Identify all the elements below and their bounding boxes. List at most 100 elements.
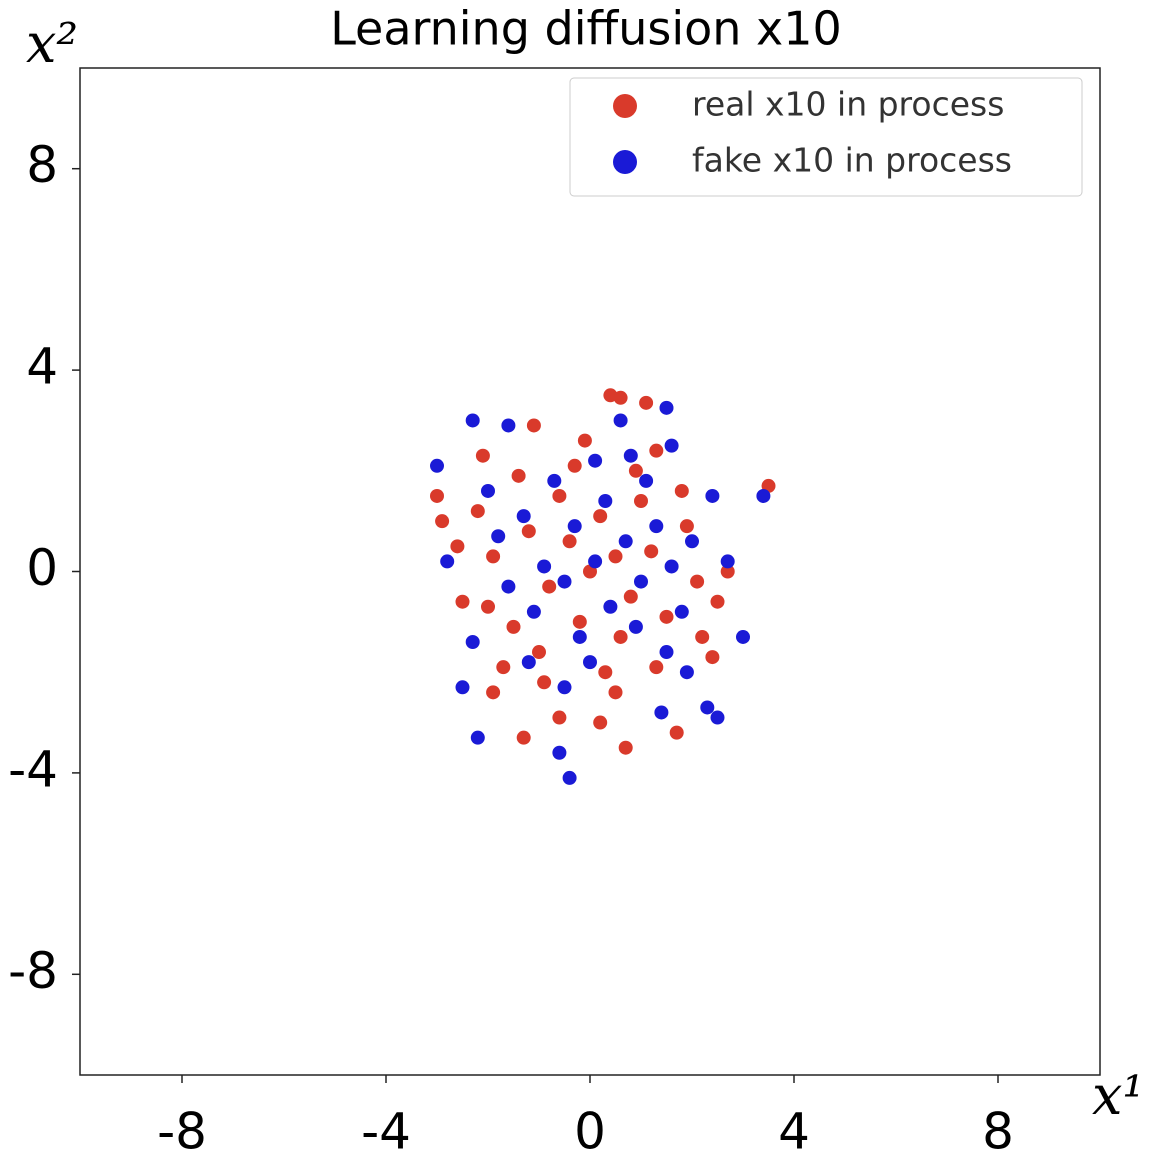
scatter-point [598,665,613,680]
scatter-point [618,740,633,755]
scatter-point [679,665,694,680]
scatter-point [470,504,485,519]
scatter-point [695,629,710,644]
scatter-point [598,494,613,509]
scatter-point [537,559,552,574]
scatter-point [659,609,674,624]
scatter-point [669,725,684,740]
scatter-point [557,574,572,589]
scatter-point [537,675,552,690]
x-tick-label: -4 [361,1103,411,1159]
scatter-point [465,634,480,649]
y-tick-label: -8 [8,942,58,1000]
legend: real x10 in process fake x10 in process [569,77,1083,197]
y-tick-label: -4 [8,740,58,798]
scatter-point [481,483,495,498]
scatter-point [664,559,679,574]
scatter-point [475,448,490,463]
scatter-point [634,494,648,509]
scatter-point [481,599,495,614]
x-tick-label: 0 [574,1103,606,1159]
scatter-point [516,730,531,745]
scatter-point [608,685,623,700]
scatter-point [613,390,628,405]
scatter-point [501,579,516,594]
scatter-point [736,629,750,644]
scatter-point [521,655,536,670]
scatter-point [435,514,450,529]
scatter-point [588,453,603,468]
scatter-point [526,418,541,433]
scatter-point [710,710,725,725]
scatter-point [623,448,638,463]
scatter-point [552,488,567,503]
y-tick-label: 8 [26,136,58,194]
legend-marker [613,150,637,174]
scatter-point [583,655,597,670]
x-tick-label: 4 [778,1103,810,1159]
scatter-point [608,549,623,564]
scatter-point [455,680,470,695]
scatter-point [552,710,567,725]
scatter-point [674,483,689,498]
scatter-point [690,574,705,589]
scatter-point [440,554,455,569]
scatter-point [705,650,720,665]
y-tick-label: 4 [26,338,58,396]
scatter-point [516,509,531,524]
scatter-point [639,473,654,488]
scatter-point [644,544,659,559]
scatter-point [720,564,735,579]
scatter-point [552,745,567,760]
scatter-point [588,554,603,569]
scatter-point [496,660,511,675]
scatter-point [613,413,628,428]
scatter-point [649,443,664,458]
scatter-point [562,770,577,785]
scatter-point [700,700,715,715]
scatter-point [501,418,516,433]
scatter-point [659,400,674,415]
legend-box [569,77,1083,197]
legend-label: real x10 in process [692,85,1004,124]
legend-marker [613,94,637,118]
x-axis-label: x¹ [1092,1064,1144,1127]
scatter-point [526,604,541,619]
scatter-point [685,534,699,549]
scatter-point [465,413,480,428]
scatter-point [649,519,664,534]
scatter-point [450,539,465,554]
scatter-point [593,715,608,730]
scatter-point [623,589,638,604]
scatter-point [613,629,628,644]
scatter-point [506,619,521,634]
legend-label: fake x10 in process [692,141,1012,180]
scatter-point [710,594,725,609]
y-tick-label: 0 [26,539,58,597]
scatter-point [557,680,572,695]
scatter-point [486,549,501,564]
x-tick-label: -8 [157,1103,207,1159]
scatter-point [572,629,587,644]
scatter-point [720,554,735,569]
chart-title: Learning diffusion x10 [330,2,842,56]
scatter-point [547,473,562,488]
scatter-point [639,395,654,410]
scatter-point [577,433,592,448]
scatter-point [430,458,444,473]
scatter-point [705,488,720,503]
scatter-point [572,614,587,629]
scatter-point [634,574,648,589]
scatter-point [649,660,664,675]
scatter-point [521,524,536,539]
scatter-point [628,619,643,634]
scatter-point [659,645,674,660]
scatter-point [567,519,582,534]
scatter-point [628,463,643,478]
scatter-point [430,488,444,503]
scatter-point [603,599,618,614]
scatter-point [654,705,669,720]
scatter-point [674,604,689,619]
scatter-point [562,534,577,549]
